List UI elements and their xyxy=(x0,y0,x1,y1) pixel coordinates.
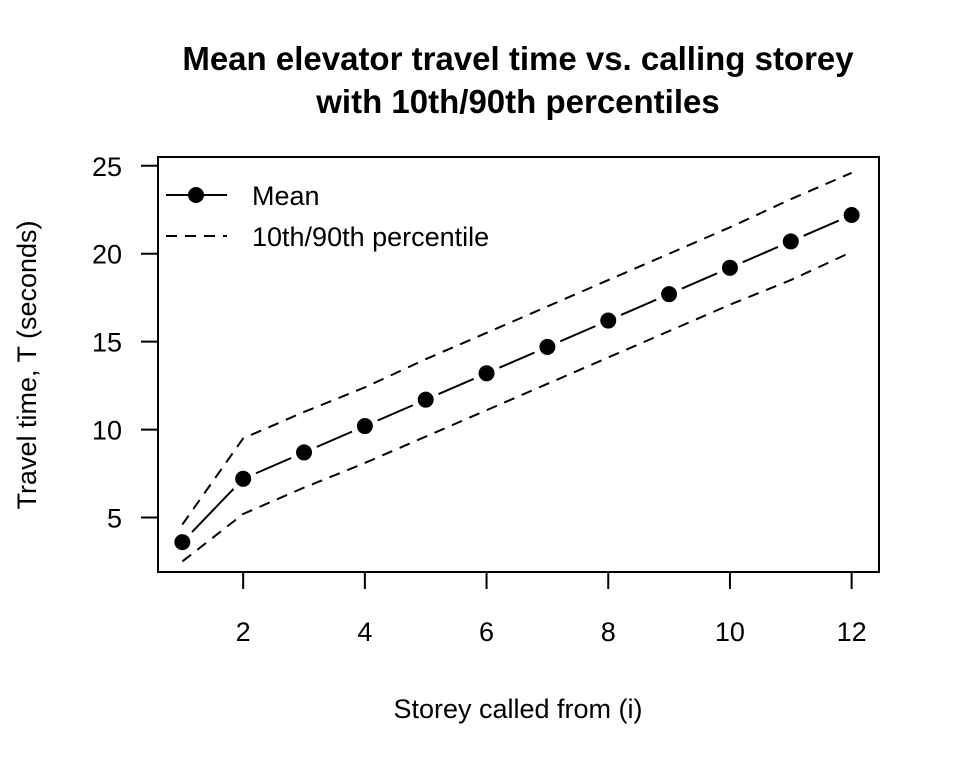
y-tick-label: 15 xyxy=(92,328,122,358)
x-tick-label: 6 xyxy=(479,617,494,647)
series-mean-segment xyxy=(255,457,292,475)
series-mean-segment xyxy=(620,298,657,316)
chart-title: Mean elevator travel time vs. calling st… xyxy=(182,40,854,120)
series-layer xyxy=(174,171,860,563)
series-mean-segment xyxy=(438,377,475,396)
y-tick-label: 25 xyxy=(92,152,122,182)
series-mean-point xyxy=(478,365,495,382)
series-lower-line xyxy=(181,251,853,563)
y-tick-label: 5 xyxy=(107,503,122,533)
x-tick-label: 2 xyxy=(236,617,251,647)
series-mean-point xyxy=(174,534,191,551)
series-mean-point xyxy=(539,338,556,355)
series-mean-point xyxy=(356,418,373,435)
series-mean-segment xyxy=(316,430,353,448)
series-mean-point xyxy=(661,286,678,303)
series-mean-point xyxy=(235,470,252,487)
chart-title-line-1: Mean elevator travel time vs. calling st… xyxy=(182,40,854,77)
x-tick-label: 10 xyxy=(715,617,745,647)
legend-label-mean: Mean xyxy=(252,181,320,211)
series-mean-segment xyxy=(499,351,535,369)
series-mean-point xyxy=(843,207,860,224)
x-axis-label: Storey called from (i) xyxy=(393,694,642,724)
series-mean-point xyxy=(417,391,434,408)
series-mean-point xyxy=(296,444,313,461)
y-axis: 5 10 15 20 25 xyxy=(92,152,159,533)
series-mean-segment xyxy=(803,219,840,237)
series-mean-point xyxy=(721,259,738,276)
series-mean-point xyxy=(600,312,617,329)
series-upper-line xyxy=(181,171,853,526)
x-tick-label: 12 xyxy=(837,617,867,647)
legend-mean-marker xyxy=(188,187,204,203)
series-mean-segment xyxy=(742,246,779,264)
legend: Mean 10th/90th percentile xyxy=(166,181,489,252)
series-mean-segment xyxy=(377,404,414,422)
plot-area-border xyxy=(157,156,880,573)
x-tick-label: 8 xyxy=(601,617,616,647)
legend-label-percentile: 10th/90th percentile xyxy=(252,222,489,252)
y-axis-label: Travel time, T (seconds) xyxy=(12,220,42,509)
series-mean-point xyxy=(782,233,799,250)
series-mean-segment xyxy=(681,272,718,290)
y-tick-label: 10 xyxy=(92,416,122,446)
x-tick-label: 4 xyxy=(357,617,372,647)
series-mean-segment xyxy=(559,325,596,343)
chart-title-line-2: with 10th/90th percentiles xyxy=(315,83,719,120)
y-tick-label: 20 xyxy=(92,240,122,270)
x-axis: 2 4 6 8 10 12 xyxy=(236,571,867,647)
series-mean-segment xyxy=(191,488,235,533)
